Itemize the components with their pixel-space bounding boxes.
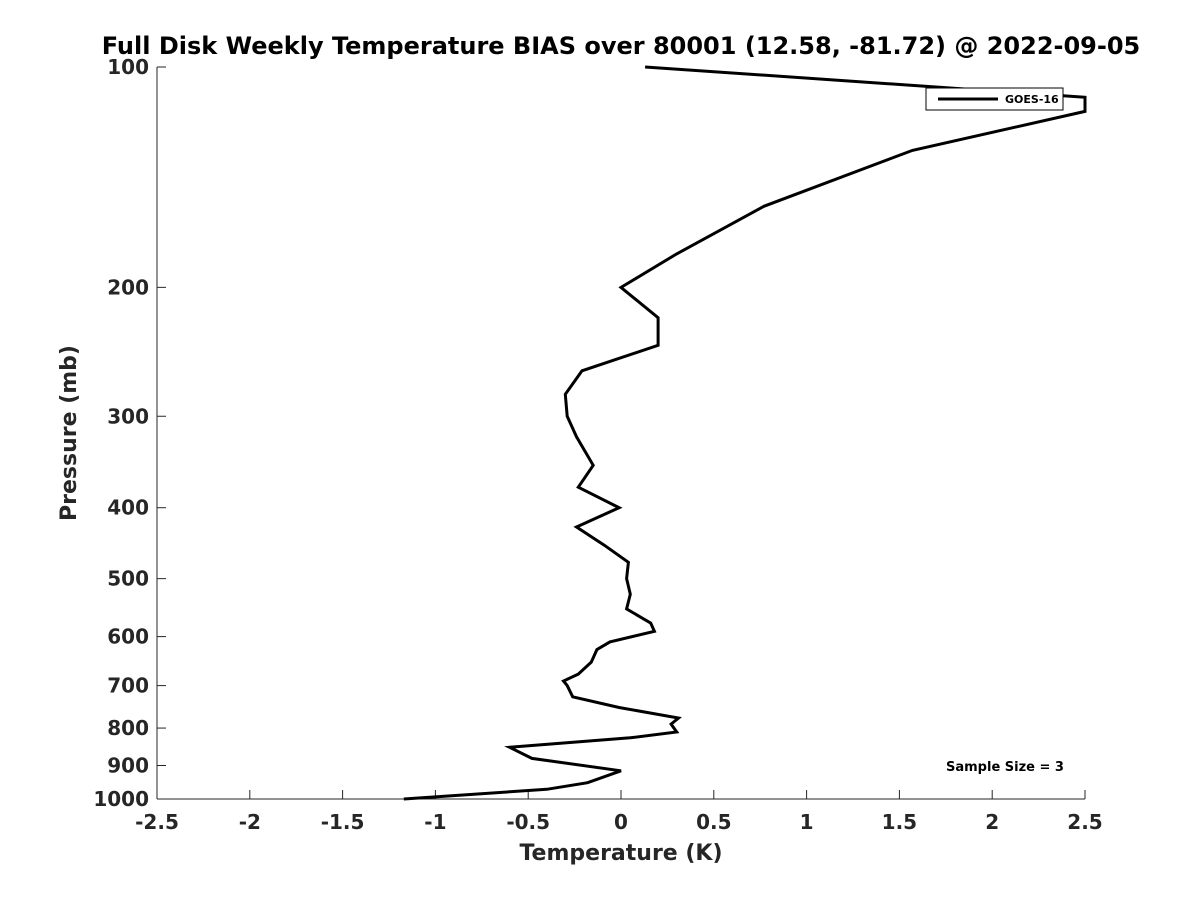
x-tick-label: -0.5 xyxy=(506,810,550,834)
x-tick-label: -2.5 xyxy=(135,810,179,834)
y-axis: 100 200 300 400 500 600 700 800 900 1000 xyxy=(93,55,166,811)
x-tick-label: 0 xyxy=(614,810,628,834)
y-tick-label: 1000 xyxy=(93,787,149,811)
y-axis-label: Pressure (mb) xyxy=(57,345,82,521)
x-axis-label: Temperature (K) xyxy=(519,841,722,866)
x-tick-label: 2 xyxy=(985,810,999,834)
y-tick-label: 200 xyxy=(107,275,149,299)
x-tick-label: -1.5 xyxy=(321,810,365,834)
x-axis: -2.5 -2 -1.5 -1 -0.5 0 0.5 1 1.5 2 2.5 xyxy=(135,790,1103,834)
x-tick-label: -1 xyxy=(424,810,446,834)
chart-title: Full Disk Weekly Temperature BIAS over 8… xyxy=(102,32,1141,60)
y-tick-label: 500 xyxy=(107,567,149,591)
y-tick-label: 800 xyxy=(107,716,149,740)
y-tick-label: 100 xyxy=(107,55,149,79)
legend-label: GOES-16 xyxy=(1005,93,1059,106)
plot-area xyxy=(157,67,1085,799)
y-tick-label: 600 xyxy=(107,625,149,649)
y-tick-label: 300 xyxy=(107,404,149,428)
x-tick-label: 0.5 xyxy=(696,810,731,834)
y-tick-label: 400 xyxy=(107,496,149,520)
x-tick-label: 1.5 xyxy=(882,810,917,834)
y-tick-label: 900 xyxy=(107,754,149,778)
x-tick-label: -2 xyxy=(239,810,261,834)
y-tick-label: 700 xyxy=(107,674,149,698)
sample-size-annotation: Sample Size = 3 xyxy=(946,760,1064,775)
x-tick-label: 2.5 xyxy=(1067,810,1102,834)
x-tick-label: 1 xyxy=(800,810,814,834)
legend: GOES-16 xyxy=(925,87,1064,111)
series-line-goes-16 xyxy=(403,65,1087,801)
